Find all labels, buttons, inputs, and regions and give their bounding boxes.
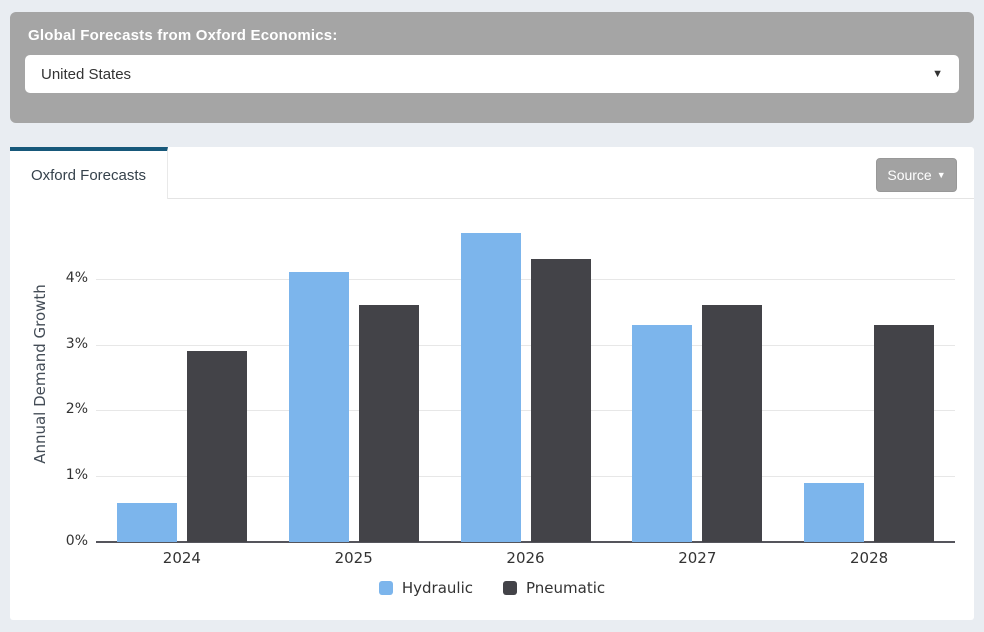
- y-axis-tick-label: 2%: [65, 401, 88, 418]
- y-axis-tick-label: 1%: [65, 467, 88, 484]
- chevron-down-icon: ▼: [936, 170, 946, 180]
- forecast-panel-label: Global Forecasts from Oxford Economics:: [28, 27, 338, 44]
- x-axis-category-label: 2024: [162, 549, 201, 567]
- y-gridline: [96, 278, 955, 280]
- legend-label: Hydraulic: [401, 579, 473, 597]
- bar-hydraulic-2028[interactable]: [804, 482, 865, 542]
- bar-chart: Annual Demand Growth Hydraulic Pneumatic …: [10, 199, 974, 620]
- y-gridline: [96, 410, 955, 412]
- bar-pneumatic-2024[interactable]: [186, 351, 247, 542]
- legend-item-hydraulic[interactable]: Hydraulic: [378, 579, 473, 597]
- y-gridline: [96, 476, 955, 478]
- x-axis-line: [96, 541, 955, 543]
- source-button-label: Source: [887, 167, 932, 183]
- x-axis-category-label: 2027: [678, 549, 717, 567]
- tab-oxford-forecasts[interactable]: Oxford Forecasts: [10, 147, 168, 199]
- bar-hydraulic-2027[interactable]: [632, 324, 693, 542]
- legend-label: Pneumatic: [526, 579, 606, 597]
- bar-pneumatic-2025[interactable]: [358, 305, 419, 542]
- bar-pneumatic-2028[interactable]: [874, 324, 935, 542]
- x-axis-category-label: 2025: [334, 549, 373, 567]
- y-axis-tick-label: 4%: [65, 269, 88, 286]
- y-axis-tick-label: 3%: [65, 335, 88, 352]
- legend-swatch-icon: [378, 581, 393, 595]
- legend-swatch-icon: [503, 581, 517, 595]
- tab-strip: Oxford Forecasts Source ▼: [10, 147, 974, 199]
- global-forecasts-panel: Global Forecasts from Oxford Economics: …: [10, 12, 974, 123]
- bar-hydraulic-2024[interactable]: [116, 502, 177, 542]
- source-button[interactable]: Source ▼: [876, 158, 957, 192]
- y-gridline: [96, 344, 955, 346]
- bar-pneumatic-2026[interactable]: [530, 259, 591, 542]
- x-axis-category-label: 2026: [506, 549, 545, 567]
- y-axis-tick-label: 0%: [65, 533, 88, 549]
- x-axis-category-label: 2028: [850, 549, 889, 567]
- tab-strip-divider: [168, 198, 974, 199]
- legend-item-pneumatic[interactable]: Pneumatic: [503, 579, 605, 597]
- tab-label: Oxford Forecasts: [30, 166, 147, 184]
- chart-card: Oxford Forecasts Source ▼ Annual Demand …: [10, 147, 974, 620]
- country-select-value: United States: [41, 65, 132, 83]
- bar-pneumatic-2027[interactable]: [702, 305, 763, 542]
- country-select[interactable]: United States ▼: [25, 55, 959, 93]
- chart-legend: Hydraulic Pneumatic: [10, 579, 974, 597]
- bar-hydraulic-2025[interactable]: [288, 272, 349, 542]
- chevron-down-icon: ▼: [932, 68, 943, 80]
- bar-hydraulic-2026[interactable]: [460, 232, 521, 542]
